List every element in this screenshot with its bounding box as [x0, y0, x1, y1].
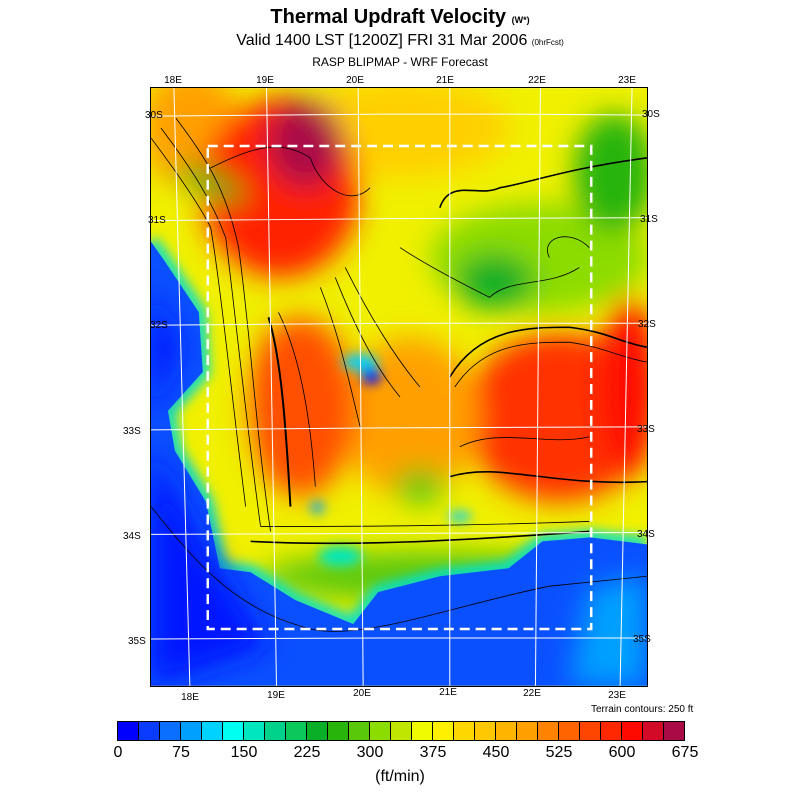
color-scale-swatch [517, 722, 538, 740]
color-scale-tick-label: 600 [608, 744, 636, 761]
lat-label: 31S [640, 214, 658, 225]
map-plot-area [141, 68, 659, 687]
color-scale-bar [117, 721, 685, 741]
lon-label: 21E [439, 687, 457, 698]
title-text: Thermal Updraft Velocity [270, 6, 507, 28]
lon-label: 20E [353, 688, 371, 699]
valid-time: Valid 1400 LST [1200Z] FRI 31 Mar 2006 [236, 32, 528, 49]
terrain-contour-note: Terrain contours: 250 ft [591, 704, 694, 715]
color-scale-swatch [328, 722, 349, 740]
lon-label: 21E [436, 75, 454, 86]
color-scale-swatch [118, 722, 139, 740]
color-scale-swatch [391, 722, 412, 740]
color-scale-tick-label: 675 [671, 744, 699, 761]
color-scale-swatch [307, 722, 328, 740]
lat-label: 34S [123, 531, 141, 542]
lon-label: 23E [618, 75, 636, 86]
color-scale-swatch [286, 722, 307, 740]
color-scale-tick-label: 225 [293, 744, 321, 761]
color-scale-swatch [265, 722, 286, 740]
units-label: (ft/min) [375, 768, 425, 785]
color-scale-tick-label: 300 [356, 744, 384, 761]
lat-label: 30S [642, 109, 660, 120]
color-scale-swatch [454, 722, 475, 740]
lat-label: 35S [128, 636, 146, 647]
thermal-velocity-field [141, 68, 659, 686]
color-scale-tick-label: 75 [172, 744, 190, 761]
title-units: (W*) [511, 15, 530, 25]
ocean [145, 237, 648, 686]
lon-label: 19E [256, 75, 274, 86]
lon-label: 18E [181, 692, 199, 703]
lat-label: 34S [637, 529, 655, 540]
color-scale-tick-label: 150 [230, 744, 258, 761]
color-scale-swatch [496, 722, 517, 740]
lon-label: 22E [528, 75, 546, 86]
color-scale-swatch [433, 722, 454, 740]
color-scale-swatch [559, 722, 580, 740]
lat-label: 30S [145, 110, 163, 121]
color-scale-tick-label: 450 [482, 744, 510, 761]
color-scale-tick-label: 525 [545, 744, 573, 761]
land-field [141, 68, 659, 686]
lat-label: 32S [150, 320, 168, 331]
lon-label: 18E [164, 75, 182, 86]
lon-label: 22E [523, 688, 541, 699]
lon-label: 20E [346, 75, 364, 86]
color-scale-swatch [601, 722, 622, 740]
source-label: RASP BLIPMAP - WRF Forecast [312, 55, 488, 69]
map-title: Thermal Updraft Velocity (W*) [270, 6, 529, 29]
color-scale-swatch [412, 722, 433, 740]
color-scale-swatch [139, 722, 160, 740]
color-scale-swatch [181, 722, 202, 740]
lat-label: 33S [637, 424, 655, 435]
color-scale-swatch [244, 722, 265, 740]
color-scale-swatch [202, 722, 223, 740]
forecast-tag: (0hrFcst) [531, 38, 564, 47]
color-scale-swatch [643, 722, 664, 740]
lat-label: 35S [633, 634, 651, 645]
inner-domain-box [206, 144, 593, 631]
color-scale-swatch [475, 722, 496, 740]
color-scale-swatch [580, 722, 601, 740]
color-scale-swatch [349, 722, 370, 740]
lat-label: 31S [148, 215, 166, 226]
color-scale-swatch [223, 722, 244, 740]
color-scale-swatch [622, 722, 643, 740]
lon-label: 23E [608, 690, 626, 701]
color-scale-swatch [370, 722, 391, 740]
color-scale-swatch [538, 722, 559, 740]
lon-label: 19E [267, 690, 285, 701]
color-scale-swatch [664, 722, 684, 740]
lat-label: 32S [638, 319, 656, 330]
lat-lon-grid [150, 88, 648, 686]
color-scale-tick-label: 375 [419, 744, 447, 761]
map-subtitle: Valid 1400 LST [1200Z] FRI 31 Mar 2006 (… [236, 32, 564, 50]
lat-label: 33S [123, 426, 141, 437]
terrain-contours [150, 117, 648, 632]
color-scale-tick-label: 0 [113, 744, 123, 761]
color-scale-swatch [160, 722, 181, 740]
